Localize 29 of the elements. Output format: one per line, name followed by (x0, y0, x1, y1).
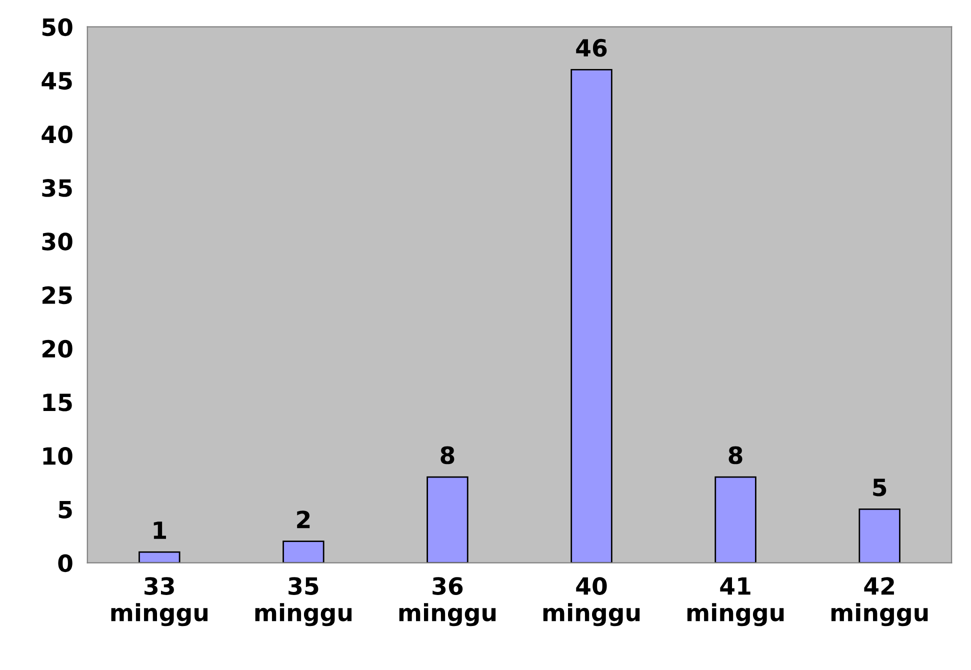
bar (714, 476, 756, 563)
y-tick-label: 5 (58, 500, 72, 519)
bar (138, 551, 180, 563)
data-label: 1 (154, 522, 166, 539)
y-tick-label: 10 (43, 447, 72, 465)
y-tick-label: 15 (43, 394, 72, 412)
x-tick-label: 41 minggu (687, 577, 784, 626)
x-tick-label: 33 minggu (111, 577, 208, 626)
data-label: 8 (440, 446, 454, 464)
bar (570, 68, 612, 563)
y-tick-label: 30 (42, 232, 72, 251)
bar (858, 508, 900, 563)
y-tick-label: 35 (42, 179, 72, 197)
y-tick-label: 25 (42, 286, 72, 304)
data-label: 2 (297, 510, 310, 528)
bar (282, 540, 324, 563)
data-label: 5 (873, 478, 886, 496)
x-tick-label: 35 minggu (255, 577, 352, 626)
bar (426, 476, 468, 563)
y-tick-label: 50 (42, 18, 72, 36)
y-tick-label: 0 (58, 554, 72, 572)
y-tick-label: 40 (42, 125, 72, 144)
y-tick-label: 45 (42, 72, 72, 90)
data-label: 8 (728, 446, 742, 464)
x-tick-label: 40 minggu (543, 577, 640, 626)
y-tick-label: 20 (42, 340, 72, 358)
x-tick-label: 36 minggu (399, 577, 496, 626)
data-label: 46 (576, 38, 607, 57)
x-tick-label: 42 minggu (831, 577, 928, 626)
